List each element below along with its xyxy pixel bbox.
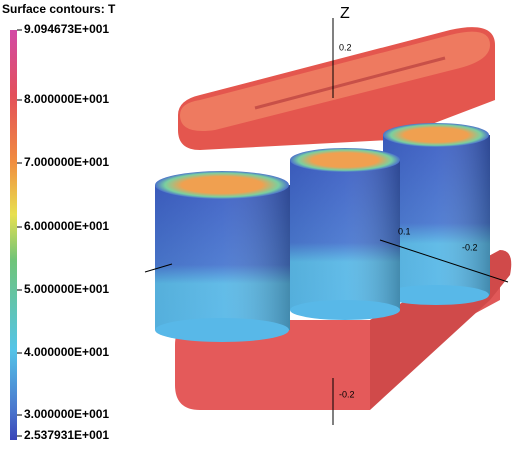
- legend-label: 7.000000E+001: [24, 155, 109, 169]
- y-tick-label: -0.2: [462, 242, 478, 252]
- legend-label: 6.000000E+001: [24, 219, 109, 233]
- legend-label: 9.094673E+001: [24, 22, 109, 36]
- top-yoke-slot: [254, 56, 446, 110]
- cylinder-left-top: [155, 171, 289, 199]
- legend-title: Surface contours: T: [2, 2, 116, 16]
- color-bar: [10, 30, 17, 440]
- cylinder-left-shade: [155, 185, 290, 330]
- z-tick-label: -0.2: [339, 389, 355, 399]
- y-tick-label: 0.1: [398, 226, 411, 236]
- cylinder-left-base: [155, 318, 289, 342]
- legend-label: 3.000000E+001: [24, 407, 109, 421]
- cylinder-right-base: [383, 285, 489, 305]
- z-tick-label: 0.2: [339, 42, 352, 52]
- legend-label: 4.000000E+001: [24, 345, 109, 359]
- cylinder-middle-shade: [290, 160, 400, 310]
- bottom-yoke-front: [175, 320, 370, 410]
- x-axis: [144, 263, 173, 273]
- cylinder-right-top: [383, 123, 489, 147]
- y-axis: [379, 239, 509, 283]
- legend-labels: 9.094673E+001 8.000000E+001 7.000000E+001 6…: [17, 22, 109, 442]
- cylinder-middle-top: [290, 148, 400, 172]
- z-axis-label: Z: [340, 5, 350, 22]
- cylinder-middle-base: [290, 300, 400, 320]
- cylinder-right-shade: [383, 135, 490, 295]
- legend-label: 5.000000E+001: [24, 282, 109, 296]
- legend-label: 8.000000E+001: [24, 92, 109, 106]
- legend-label: 2.537931E+001: [24, 428, 109, 442]
